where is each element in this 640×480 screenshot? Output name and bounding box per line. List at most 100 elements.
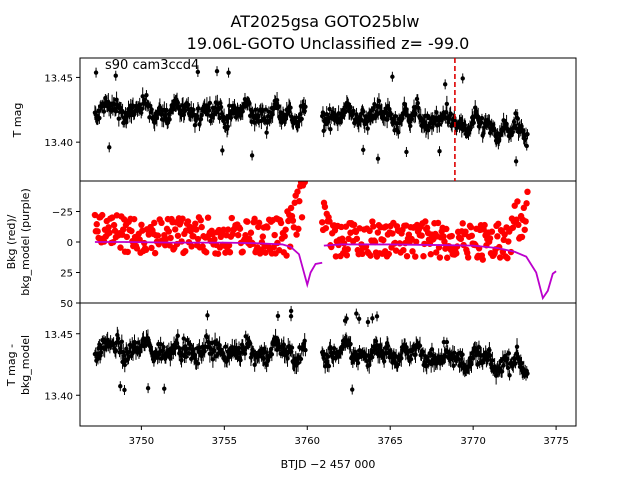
data-point bbox=[149, 107, 154, 112]
data-point bbox=[199, 113, 204, 118]
data-point bbox=[471, 120, 476, 125]
data-point bbox=[499, 369, 505, 374]
bkg-point bbox=[434, 219, 442, 227]
data-point bbox=[373, 339, 379, 344]
bkg-point bbox=[225, 242, 233, 249]
data-point bbox=[420, 349, 426, 354]
bkg-point bbox=[293, 231, 300, 238]
bkg-point bbox=[418, 232, 425, 239]
bkg-point bbox=[110, 221, 118, 229]
data-point bbox=[525, 371, 530, 376]
y-tick-label: 13.45 bbox=[44, 330, 73, 341]
data-point bbox=[413, 352, 418, 357]
bkg-point bbox=[318, 219, 326, 226]
data-point bbox=[196, 106, 201, 111]
data-point bbox=[263, 107, 269, 112]
bkg-point bbox=[99, 211, 106, 219]
data-point bbox=[206, 108, 212, 113]
y-tick-label: 13.40 bbox=[44, 138, 73, 149]
bkg-point bbox=[332, 253, 340, 260]
data-point bbox=[98, 350, 104, 355]
bkg-point bbox=[496, 254, 504, 261]
data-point bbox=[269, 352, 275, 357]
bkg-point bbox=[385, 250, 392, 258]
chart-title-line1: AT2025gsa GOTO25blw bbox=[231, 12, 420, 31]
data-point bbox=[175, 333, 180, 338]
bkg-point bbox=[236, 225, 244, 232]
data-point bbox=[524, 143, 529, 149]
bkg-model-line-1 bbox=[94, 241, 323, 289]
data-point bbox=[485, 357, 491, 363]
data-point bbox=[289, 345, 295, 350]
bkg-point bbox=[486, 235, 494, 242]
data-point bbox=[218, 104, 224, 110]
bkg-point bbox=[179, 215, 186, 222]
bkg-point bbox=[277, 219, 285, 227]
data-point bbox=[413, 111, 418, 116]
bkg-point bbox=[94, 228, 101, 235]
bkg-point bbox=[459, 220, 466, 227]
data-point-outlier bbox=[118, 383, 123, 389]
data-point bbox=[295, 360, 301, 366]
bkg-point bbox=[370, 223, 377, 230]
x-axis-label: BTJD −2 457 000 bbox=[281, 458, 376, 471]
bkg-point bbox=[501, 231, 508, 238]
data-point bbox=[283, 117, 288, 122]
data-point bbox=[192, 122, 198, 128]
data-point bbox=[113, 348, 119, 353]
bkg-point bbox=[148, 244, 155, 252]
data-point bbox=[487, 347, 492, 353]
data-point-outlier bbox=[226, 70, 231, 75]
data-point bbox=[351, 108, 356, 114]
y-tick-label: −25 bbox=[52, 208, 73, 219]
data-point-outlier bbox=[365, 319, 371, 325]
bkg-point bbox=[366, 227, 373, 235]
bkg-point bbox=[142, 246, 150, 254]
bkg-point bbox=[518, 233, 526, 241]
y-tick-label: 25 bbox=[60, 269, 73, 280]
bkg-point bbox=[138, 221, 145, 229]
bkg-point bbox=[343, 252, 351, 259]
data-point bbox=[448, 111, 453, 116]
data-point bbox=[507, 373, 512, 378]
data-point bbox=[113, 109, 119, 114]
bkg-point bbox=[93, 221, 100, 228]
bkg-point bbox=[123, 233, 131, 241]
bkg-point bbox=[182, 247, 189, 255]
panel-bottom: 13.40 13.45 T mag - bkg_model bbox=[5, 302, 577, 427]
bkg-point bbox=[133, 245, 141, 252]
data-point bbox=[247, 341, 253, 346]
data-point-outlier bbox=[460, 76, 465, 81]
data-point bbox=[207, 100, 213, 106]
data-point-outlier bbox=[342, 318, 348, 323]
y-tick-label: 13.45 bbox=[44, 73, 73, 84]
series-group-top bbox=[92, 66, 530, 167]
y-axis-label-bottom-line2: bkg_model bbox=[19, 335, 32, 395]
data-point bbox=[223, 344, 228, 349]
bkg-point bbox=[389, 230, 396, 237]
y-ticks-middle: 50 25 0 −25 bbox=[52, 208, 80, 310]
panel-middle: 50 25 0 −25 Bkg (red)/ bkg_model (purple) bbox=[5, 180, 577, 310]
bkg-point bbox=[244, 218, 251, 225]
bkg-point bbox=[282, 226, 289, 233]
data-point bbox=[452, 350, 457, 355]
data-point-outlier bbox=[375, 156, 381, 161]
bkg-point bbox=[412, 238, 420, 246]
data-point-outlier bbox=[220, 148, 225, 153]
bkg-point bbox=[359, 250, 366, 258]
data-point bbox=[303, 104, 308, 109]
data-point bbox=[299, 116, 304, 122]
data-point bbox=[370, 116, 376, 121]
data-point-outlier bbox=[249, 153, 255, 158]
bkg-point bbox=[296, 197, 303, 205]
data-point bbox=[225, 124, 231, 129]
data-point bbox=[425, 128, 431, 133]
data-point bbox=[510, 130, 515, 135]
data-point-outlier bbox=[370, 316, 375, 321]
data-point bbox=[444, 339, 450, 345]
bkg-point bbox=[380, 236, 387, 244]
data-point bbox=[381, 359, 387, 364]
bkg-point bbox=[226, 249, 234, 256]
data-point bbox=[388, 111, 394, 117]
